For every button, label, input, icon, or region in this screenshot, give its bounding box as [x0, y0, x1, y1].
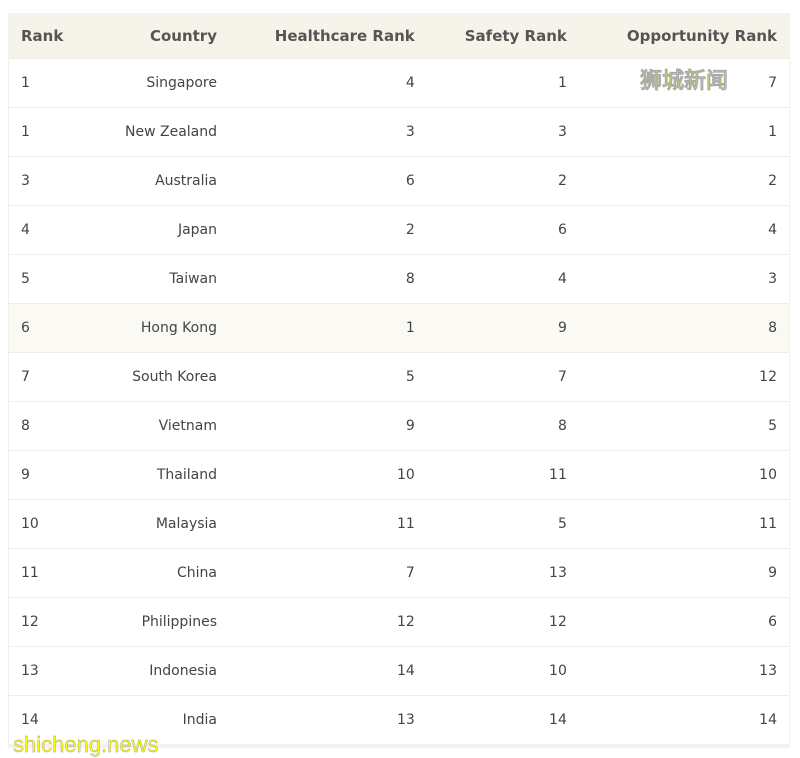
cell-opportunity-rank: 10: [578, 450, 790, 500]
header-opportunity-rank[interactable]: Opportunity Rank: [578, 13, 790, 59]
cell-healthcare-rank: 4: [229, 58, 427, 108]
cell-rank: 3: [8, 156, 90, 206]
cell-country: Philippines: [89, 597, 229, 647]
cell-healthcare-rank: 14: [229, 646, 427, 696]
cell-country: India: [89, 695, 229, 748]
cell-safety-rank: 10: [426, 646, 579, 696]
table-row: 1 New Zealand 3 3 1: [8, 107, 790, 157]
cell-country: Indonesia: [89, 646, 229, 696]
table-row: 3 Australia 6 2 2: [8, 156, 790, 206]
cell-country: China: [89, 548, 229, 598]
cell-country: Australia: [89, 156, 229, 206]
cell-safety-rank: 9: [426, 303, 579, 353]
cell-opportunity-rank: 1: [578, 107, 790, 157]
watermark-top: 狮城新闻: [640, 69, 729, 94]
cell-rank: 10: [8, 499, 90, 549]
cell-opportunity-rank: 14: [578, 695, 790, 748]
cell-safety-rank: 13: [426, 548, 579, 598]
cell-rank: 14: [8, 695, 90, 748]
cell-healthcare-rank: 13: [229, 695, 427, 748]
cell-rank: 13: [8, 646, 90, 696]
cell-country: Thailand: [89, 450, 229, 500]
cell-country: Singapore: [89, 58, 229, 108]
cell-healthcare-rank: 6: [229, 156, 427, 206]
cell-healthcare-rank: 12: [229, 597, 427, 647]
cell-healthcare-rank: 3: [229, 107, 427, 157]
cell-opportunity-rank: 3: [578, 254, 790, 304]
cell-rank: 1: [8, 58, 90, 108]
cell-rank: 11: [8, 548, 90, 598]
cell-rank: 9: [8, 450, 90, 500]
cell-rank: 7: [8, 352, 90, 402]
cell-opportunity-rank: 5: [578, 401, 790, 451]
cell-healthcare-rank: 5: [229, 352, 427, 402]
table-row: 8 Vietnam 9 8 5: [8, 401, 790, 451]
header-safety-rank[interactable]: Safety Rank: [426, 13, 579, 59]
header-row: Rank Country Healthcare Rank Safety Rank…: [8, 13, 790, 59]
table-row: 1 Singapore 4 1 7: [8, 58, 790, 108]
header-rank[interactable]: Rank: [8, 13, 90, 59]
table-row: 14 India 13 14 14: [8, 695, 790, 748]
cell-healthcare-rank: 10: [229, 450, 427, 500]
table-row: 12 Philippines 12 12 6: [8, 597, 790, 647]
cell-healthcare-rank: 1: [229, 303, 427, 353]
header-country[interactable]: Country: [89, 13, 229, 59]
cell-safety-rank: 5: [426, 499, 579, 549]
cell-opportunity-rank: 8: [578, 303, 790, 353]
table-row: 6 Hong Kong 1 9 8: [8, 303, 790, 353]
cell-rank: 5: [8, 254, 90, 304]
cell-safety-rank: 14: [426, 695, 579, 748]
ranking-table: Rank Country Healthcare Rank Safety Rank…: [8, 13, 790, 748]
cell-safety-rank: 11: [426, 450, 579, 500]
cell-safety-rank: 8: [426, 401, 579, 451]
cell-healthcare-rank: 7: [229, 548, 427, 598]
table-row: 10 Malaysia 11 5 11: [8, 499, 790, 549]
cell-healthcare-rank: 9: [229, 401, 427, 451]
cell-country: Malaysia: [89, 499, 229, 549]
cell-healthcare-rank: 2: [229, 205, 427, 255]
cell-rank: 4: [8, 205, 90, 255]
table-row: 9 Thailand 10 11 10: [8, 450, 790, 500]
cell-country: Taiwan: [89, 254, 229, 304]
cell-country: Vietnam: [89, 401, 229, 451]
cell-opportunity-rank: 9: [578, 548, 790, 598]
cell-opportunity-rank: 11: [578, 499, 790, 549]
cell-rank: 6: [8, 303, 90, 353]
cell-healthcare-rank: 8: [229, 254, 427, 304]
cell-rank: 8: [8, 401, 90, 451]
cell-opportunity-rank: 6: [578, 597, 790, 647]
cell-opportunity-rank: 2: [578, 156, 790, 206]
cell-rank: 1: [8, 107, 90, 157]
table-row: 4 Japan 2 6 4: [8, 205, 790, 255]
cell-opportunity-rank: 7: [578, 58, 790, 108]
cell-country: Japan: [89, 205, 229, 255]
cell-country: South Korea: [89, 352, 229, 402]
cell-safety-rank: 3: [426, 107, 579, 157]
table-row: 13 Indonesia 14 10 13: [8, 646, 790, 696]
cell-opportunity-rank: 4: [578, 205, 790, 255]
cell-country: New Zealand: [89, 107, 229, 157]
cell-safety-rank: 4: [426, 254, 579, 304]
cell-safety-rank: 2: [426, 156, 579, 206]
cell-healthcare-rank: 11: [229, 499, 427, 549]
cell-rank: 12: [8, 597, 90, 647]
table-row: 7 South Korea 5 7 12: [8, 352, 790, 402]
table-row: 11 China 7 13 9: [8, 548, 790, 598]
header-healthcare-rank[interactable]: Healthcare Rank: [229, 13, 427, 59]
cell-safety-rank: 7: [426, 352, 579, 402]
cell-opportunity-rank: 13: [578, 646, 790, 696]
cell-country: Hong Kong: [89, 303, 229, 353]
watermark-bottom: shicheng.news: [13, 732, 159, 757]
cell-opportunity-rank: 12: [578, 352, 790, 402]
cell-safety-rank: 12: [426, 597, 579, 647]
table-row: 5 Taiwan 8 4 3: [8, 254, 790, 304]
cell-safety-rank: 1: [426, 58, 579, 108]
cell-safety-rank: 6: [426, 205, 579, 255]
